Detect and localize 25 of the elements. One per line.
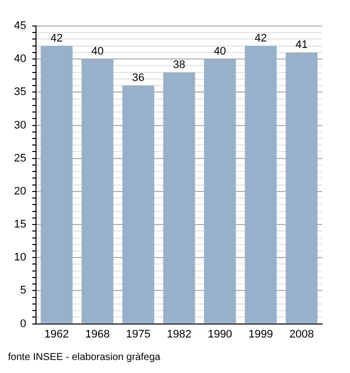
y-tick-label: 20 xyxy=(14,185,26,198)
y-tick-label: 10 xyxy=(14,252,26,264)
source-note: fonte INSEE - elaborasion gràfega xyxy=(8,352,160,363)
x-tick-label: 1975 xyxy=(126,328,151,340)
data-label: 40 xyxy=(91,46,104,58)
y-tick-label: 45 xyxy=(14,20,26,32)
x-tick-label: 1962 xyxy=(44,328,69,340)
y-tick-label: 0 xyxy=(20,318,26,330)
data-label: 41 xyxy=(295,39,308,51)
data-label: 38 xyxy=(172,58,186,71)
data-label: 40 xyxy=(214,46,226,58)
x-tick-label: 1990 xyxy=(208,328,232,340)
y-tick-label: 25 xyxy=(14,152,26,164)
x-tick-label: 1982 xyxy=(166,328,192,340)
y-tick-label: 40 xyxy=(14,53,26,66)
y-tick-label: 5 xyxy=(20,284,26,297)
data-label: 42 xyxy=(50,32,63,44)
y-tick-label: 35 xyxy=(14,86,26,98)
y-tick-label: 30 xyxy=(14,119,26,132)
x-tick-label: 2008 xyxy=(289,328,314,340)
x-tick-label: 1999 xyxy=(248,328,274,340)
x-tick-label: 1968 xyxy=(85,328,110,340)
data-label: 42 xyxy=(254,32,267,44)
y-tick-label: 15 xyxy=(14,218,26,231)
data-label: 36 xyxy=(132,72,144,84)
